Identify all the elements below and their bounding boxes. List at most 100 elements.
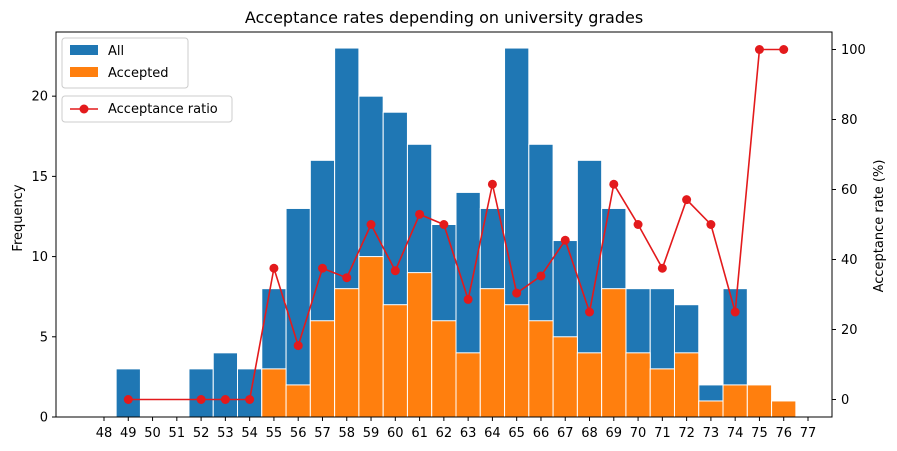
ratio-point-64: [487, 179, 497, 189]
x-tick-label-51: 51: [169, 426, 186, 441]
accepted-bar-64: [479, 288, 506, 418]
ratio-point-53: [220, 395, 230, 404]
ratio-point-65: [512, 288, 522, 298]
ratio-point-71: [657, 263, 667, 273]
accepted-bar-59: [358, 256, 384, 418]
x-tick-label-71: 71: [654, 426, 671, 441]
accepted-bar-65: [504, 304, 530, 418]
x-tick-label-73: 73: [703, 426, 720, 441]
all-bar-54: [237, 368, 263, 418]
accepted-bar-69: [601, 288, 627, 418]
x-tick-label-65: 65: [508, 426, 525, 441]
y-tick-label-5: 5: [40, 330, 48, 345]
x-tick-label-66: 66: [533, 426, 550, 441]
legend-line: Acceptance ratio: [61, 95, 233, 123]
legend-swatch-accepted: [70, 67, 98, 77]
ratio-point-62: [439, 220, 449, 229]
x-tick-label-62: 62: [436, 426, 453, 441]
y2-tick-label-100: 100: [841, 43, 866, 58]
x-tick-label-64: 64: [484, 426, 501, 441]
y-tick-label-0: 0: [40, 411, 48, 426]
ratio-point-55: [269, 263, 279, 273]
x-tick-label-53: 53: [217, 426, 234, 441]
ratio-point-52: [196, 395, 206, 404]
x-tick-label-61: 61: [411, 426, 428, 441]
ratio-point-49: [123, 395, 133, 404]
bars-accepted-series: [261, 256, 797, 418]
y2-axis-title: Acceptance rate (%): [872, 160, 887, 293]
ratio-point-72: [682, 195, 692, 205]
ratio-point-76: [779, 45, 789, 54]
x-tick-label-74: 74: [727, 426, 744, 441]
y2-tick-label-60: 60: [841, 183, 858, 198]
legend-marker-ratio: [79, 104, 89, 114]
y-tick-label-15: 15: [31, 170, 48, 185]
all-bar-53: [212, 352, 239, 418]
ratio-point-63: [463, 294, 473, 304]
x-tick-label-63: 63: [460, 426, 477, 441]
x-tick-label-68: 68: [581, 426, 598, 441]
x-tick-label-55: 55: [266, 426, 283, 441]
x-tick-label-59: 59: [363, 426, 380, 441]
accepted-bar-75: [746, 384, 773, 418]
all-bar-49: [115, 368, 141, 418]
accepted-bar-56: [285, 384, 311, 418]
all-bar-52: [188, 368, 214, 418]
y-axis-title: Frequency: [11, 184, 26, 251]
y2-tick-label-0: 0: [841, 393, 849, 408]
ratio-point-58: [342, 273, 352, 283]
y-axis-left: 0 5 10 15 20: [31, 90, 56, 426]
ratio-point-69: [609, 179, 619, 189]
x-tick-label-54: 54: [241, 426, 258, 441]
ratio-point-57: [317, 263, 327, 273]
ratio-point-68: [585, 307, 595, 317]
x-tick-label-72: 72: [678, 426, 695, 441]
accepted-bar-68: [576, 352, 603, 418]
ratio-point-74: [730, 307, 740, 317]
accepted-bar-57: [309, 320, 336, 418]
legend-bars: All Accepted: [61, 37, 189, 89]
accepted-bar-60: [382, 304, 408, 418]
accepted-bar-72: [673, 352, 700, 418]
x-tick-label-48: 48: [96, 426, 113, 441]
ratio-point-61: [415, 209, 425, 219]
ratio-point-54: [245, 395, 255, 404]
accepted-bar-63: [455, 352, 481, 418]
y2-tick-label-20: 20: [841, 323, 858, 338]
ratio-point-60: [390, 266, 400, 276]
y2-tick-label-40: 40: [841, 253, 858, 268]
x-axis: 48 49 50 51 52 53 54 55 56 57 58 59 60 61 62 63 64 65 66 67…: [96, 417, 817, 441]
ratio-point-75: [754, 45, 764, 54]
accepted-bar-61: [406, 272, 433, 418]
x-tick-label-75: 75: [751, 426, 768, 441]
accepted-bar-67: [552, 336, 578, 418]
x-tick-label-57: 57: [314, 426, 331, 441]
ratio-point-66: [536, 271, 546, 281]
x-tick-label-56: 56: [290, 426, 307, 441]
accepted-bar-70: [625, 352, 651, 418]
x-tick-label-77: 77: [800, 426, 817, 441]
y2-tick-label-80: 80: [841, 113, 858, 128]
accepted-bar-76: [771, 400, 797, 418]
y-tick-label-20: 20: [31, 90, 48, 105]
accepted-bar-73: [698, 400, 724, 418]
x-tick-label-50: 50: [144, 426, 161, 441]
legend-label-all: All: [108, 44, 124, 59]
ratio-polyline: [128, 48, 784, 401]
acceptance-ratio-line: [123, 45, 789, 404]
accepted-bar-58: [334, 288, 360, 418]
accepted-bar-55: [261, 368, 287, 418]
ratio-point-56: [293, 341, 303, 351]
accepted-bar-62: [431, 320, 457, 418]
x-tick-label-60: 60: [387, 426, 404, 441]
legend-label-accepted: Accepted: [108, 66, 169, 81]
accepted-bar-74: [722, 384, 748, 418]
legend-swatch-all: [70, 45, 98, 55]
ratio-point-73: [706, 220, 716, 229]
x-tick-label-49: 49: [120, 426, 137, 441]
ratio-point-70: [633, 220, 643, 229]
x-tick-label-70: 70: [630, 426, 647, 441]
legend-label-ratio: Acceptance ratio: [108, 102, 218, 117]
x-tick-label-76: 76: [775, 426, 792, 441]
